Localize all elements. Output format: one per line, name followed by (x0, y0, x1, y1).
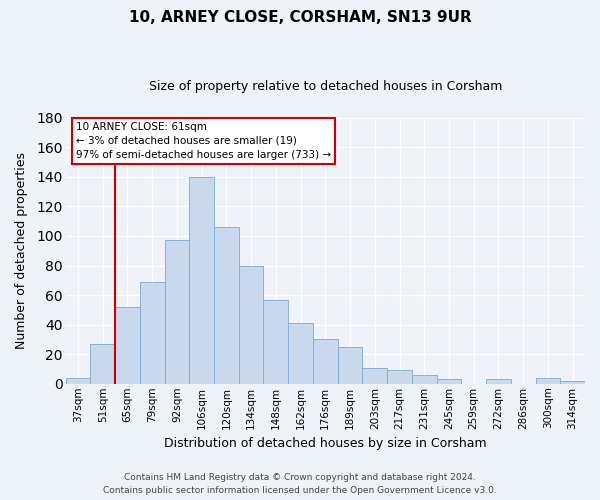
Bar (362, 368, 387, 384)
Bar (437, 380, 461, 384)
Text: 10, ARNEY CLOSE, CORSHAM, SN13 9UR: 10, ARNEY CLOSE, CORSHAM, SN13 9UR (128, 10, 472, 25)
Bar (313, 340, 338, 384)
Bar (115, 307, 140, 384)
Bar (140, 282, 164, 384)
X-axis label: Distribution of detached houses by size in Corsham: Distribution of detached houses by size … (164, 437, 487, 450)
Bar (263, 300, 288, 384)
Bar (164, 240, 189, 384)
Bar (189, 177, 214, 384)
Y-axis label: Number of detached properties: Number of detached properties (15, 152, 28, 350)
Bar (338, 347, 362, 384)
Bar (214, 227, 239, 384)
Title: Size of property relative to detached houses in Corsham: Size of property relative to detached ho… (149, 80, 502, 93)
Bar (65, 378, 91, 384)
Bar (239, 266, 263, 384)
Bar (288, 323, 313, 384)
Bar (486, 380, 511, 384)
Text: Contains HM Land Registry data © Crown copyright and database right 2024.
Contai: Contains HM Land Registry data © Crown c… (103, 474, 497, 495)
Bar (560, 381, 585, 384)
Bar (412, 375, 437, 384)
Bar (536, 378, 560, 384)
Bar (387, 370, 412, 384)
Text: 10 ARNEY CLOSE: 61sqm
← 3% of detached houses are smaller (19)
97% of semi-detac: 10 ARNEY CLOSE: 61sqm ← 3% of detached h… (76, 122, 331, 160)
Bar (91, 344, 115, 384)
